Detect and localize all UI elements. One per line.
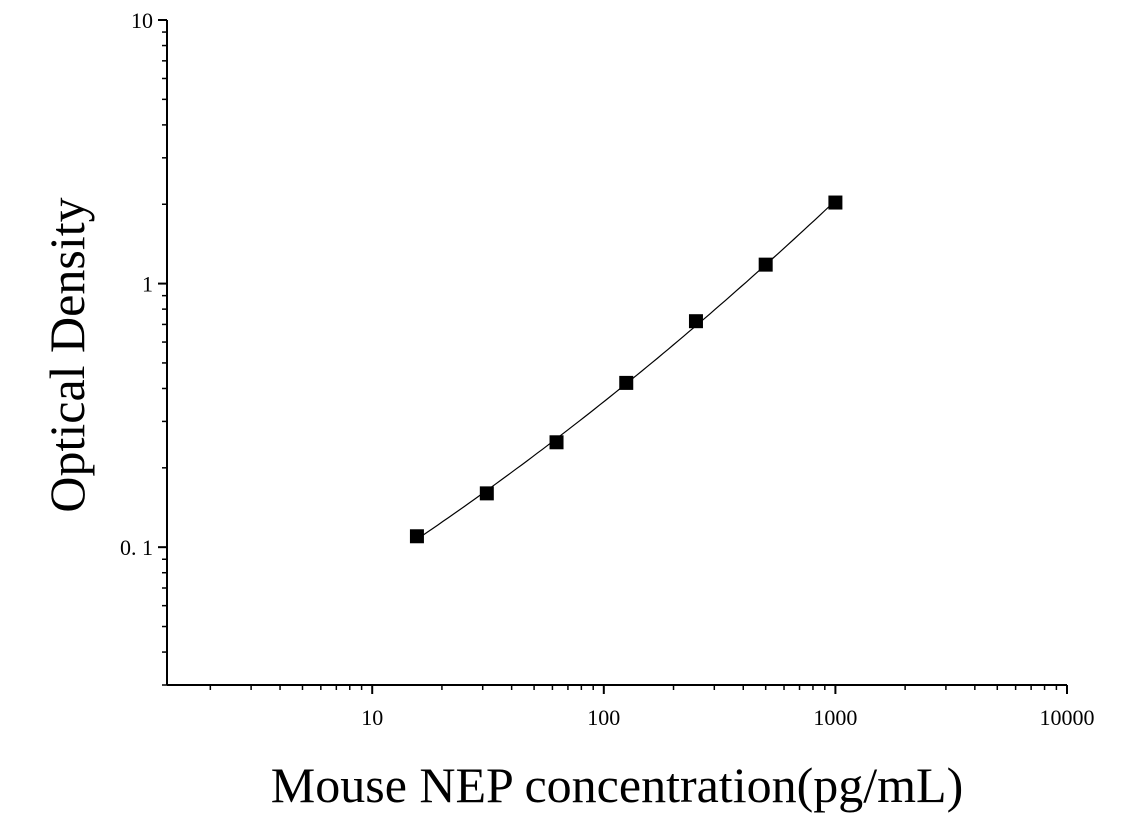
data-point-marker xyxy=(409,529,424,544)
x-tick-label: 10 xyxy=(361,705,383,730)
fit-line-layer xyxy=(416,200,836,540)
fit-curve xyxy=(416,200,836,540)
data-point-marker xyxy=(479,486,494,501)
y-axis-title: Optical Density xyxy=(39,197,95,512)
data-points-layer xyxy=(409,195,843,544)
x-axis-title: Mouse NEP concentration(pg/mL) xyxy=(271,757,963,813)
x-tick-label: 1000 xyxy=(813,705,857,730)
data-point-marker xyxy=(688,314,703,329)
y-tick-label: 0. 1 xyxy=(120,535,153,560)
data-point-marker xyxy=(758,257,773,272)
data-point-marker xyxy=(619,375,634,390)
data-point-marker xyxy=(549,435,564,450)
x-tick-label: 10000 xyxy=(1040,705,1095,730)
x-tick-label: 100 xyxy=(587,705,620,730)
data-point-marker xyxy=(828,195,843,210)
y-tick-label: 10 xyxy=(131,8,153,33)
y-tick-label: 1 xyxy=(142,272,153,297)
axes-layer: 10 100 1000 10000 0. 1 1 10 xyxy=(120,8,1095,730)
